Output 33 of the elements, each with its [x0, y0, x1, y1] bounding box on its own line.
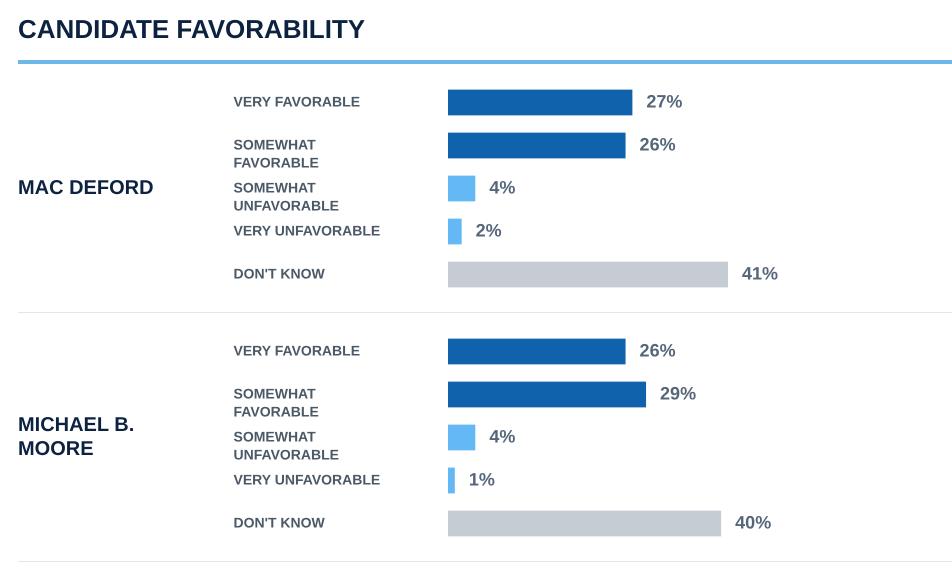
bar	[448, 510, 722, 536]
y-tick-label: SOMEWHAT UNFAVORABLE	[234, 428, 340, 462]
data-label: 40%	[735, 512, 772, 532]
data-label: 29%	[660, 383, 696, 403]
bar	[448, 381, 646, 407]
data-label: 26%	[640, 134, 676, 154]
y-tick-label: SOMEWHAT FAVORABLE	[234, 136, 319, 170]
bar	[448, 132, 626, 158]
data-label: 2%	[476, 220, 502, 240]
data-label: 4%	[489, 426, 516, 446]
data-label: 26%	[640, 340, 676, 360]
text: CANDIDATE FAVORABILITY	[17, 13, 366, 46]
data-label: 4%	[489, 177, 516, 197]
bar	[448, 175, 476, 201]
y-tick-label: VERY UNFAVORABLE	[234, 471, 380, 487]
y-axis-title: MAC DEFORD	[18, 176, 155, 200]
y-axis-title: MICHAEL B. MOORE	[18, 413, 136, 461]
y-tick-label: DON'T KNOW	[234, 514, 326, 530]
data-label: 27%	[646, 91, 682, 111]
data-label: 1%	[468, 469, 495, 489]
y-tick-label: DON'T KNOW	[234, 265, 326, 281]
bar	[448, 261, 728, 287]
y-tick-label: VERY FAVORABLE	[234, 342, 360, 358]
y-tick-label: VERY UNFAVORABLE	[234, 222, 380, 238]
bar	[448, 218, 462, 244]
y-tick-label: VERY FAVORABLE	[234, 93, 360, 109]
bar	[448, 89, 632, 115]
y-tick-label: SOMEWHAT UNFAVORABLE	[234, 179, 340, 213]
y-tick-label: SOMEWHAT FAVORABLE	[234, 385, 319, 419]
bar	[448, 424, 476, 450]
bar	[448, 338, 626, 364]
data-label: 41%	[742, 263, 778, 283]
bar	[448, 467, 455, 493]
